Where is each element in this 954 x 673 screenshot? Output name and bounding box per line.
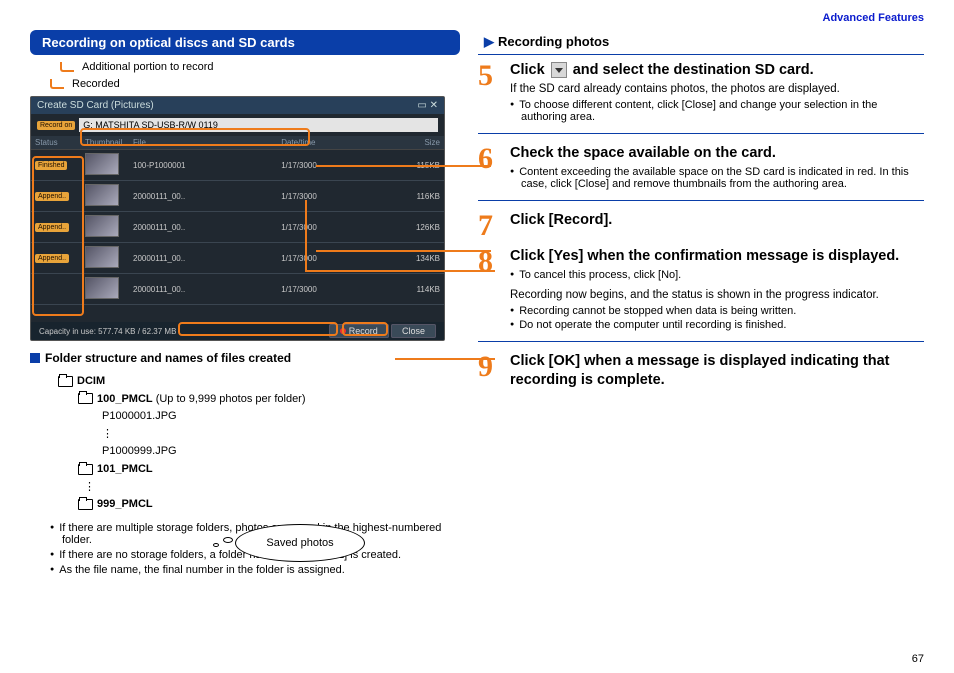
step-8: 8 Click [Yes] when the confirmation mess… bbox=[478, 247, 924, 333]
folder-structure-title: Folder structure and names of files crea… bbox=[30, 351, 460, 365]
list-item: To cancel this process, click [No]. bbox=[510, 269, 924, 281]
shot-table: Status Thumbnail File Date/time Size Fin… bbox=[31, 136, 444, 305]
right-heading: ▶Recording photos bbox=[478, 30, 924, 55]
advanced-features-link[interactable]: Advanced Features bbox=[30, 12, 924, 24]
shot-close-btn: Close bbox=[391, 324, 436, 338]
folder-icon bbox=[78, 499, 93, 510]
section-title: Recording on optical discs and SD cards bbox=[30, 30, 460, 55]
drive-select: G: MATSHITA SD-USB-R/W 0119 bbox=[79, 118, 438, 132]
list-item: As the file name, the final number in th… bbox=[50, 564, 460, 576]
shot-close-x: ▭ ✕ bbox=[417, 100, 438, 111]
table-row: Append..20000111_00..1/17/3000116KB bbox=[31, 181, 444, 212]
saved-photos-bubble: Saved photos bbox=[235, 524, 365, 562]
list-item: Recording cannot be stopped when data is… bbox=[510, 305, 924, 317]
step-5: 5 Click and select the destination SD ca… bbox=[478, 61, 924, 125]
list-item: Content exceeding the available space on… bbox=[510, 166, 924, 190]
capacity-text: Capacity in use: 577.74 KB / 62.37 MB bbox=[39, 327, 176, 336]
list-item: To choose different content, click [Clos… bbox=[510, 99, 924, 123]
page-number: 67 bbox=[912, 653, 924, 665]
annotation-labels: Additional portion to record Recorded bbox=[60, 59, 460, 92]
step-9: 9 Click [OK] when a message is displayed… bbox=[478, 352, 924, 388]
dropdown-icon bbox=[551, 62, 567, 78]
table-row: Finished100-P10000011/17/3000115KB bbox=[31, 150, 444, 181]
shot-title: Create SD Card (Pictures) bbox=[37, 100, 154, 111]
folder-icon bbox=[78, 393, 93, 404]
table-row: 20000111_00..1/17/3000114KB bbox=[31, 274, 444, 305]
annot-additional: Additional portion to record bbox=[82, 59, 213, 76]
table-row: Append..20000111_00..1/17/3000134KB bbox=[31, 243, 444, 274]
step-6: 6 Check the space available on the card.… bbox=[478, 144, 924, 192]
folder-tree: DCIM 100_PMCL (Up to 9,999 photos per fo… bbox=[58, 373, 460, 514]
folder-icon bbox=[78, 464, 93, 475]
step-7: 7 Click [Record]. bbox=[478, 211, 924, 241]
screenshot: Create SD Card (Pictures) ▭ ✕ Record on G… bbox=[30, 96, 460, 341]
folder-icon bbox=[58, 376, 73, 387]
shot-record-btn: Record bbox=[329, 324, 389, 338]
record-on-label: Record on bbox=[37, 121, 75, 130]
list-item: Do not operate the computer until record… bbox=[510, 319, 924, 331]
annot-recorded: Recorded bbox=[72, 76, 120, 93]
table-row: Append..20000111_00..1/17/3000126KB bbox=[31, 212, 444, 243]
